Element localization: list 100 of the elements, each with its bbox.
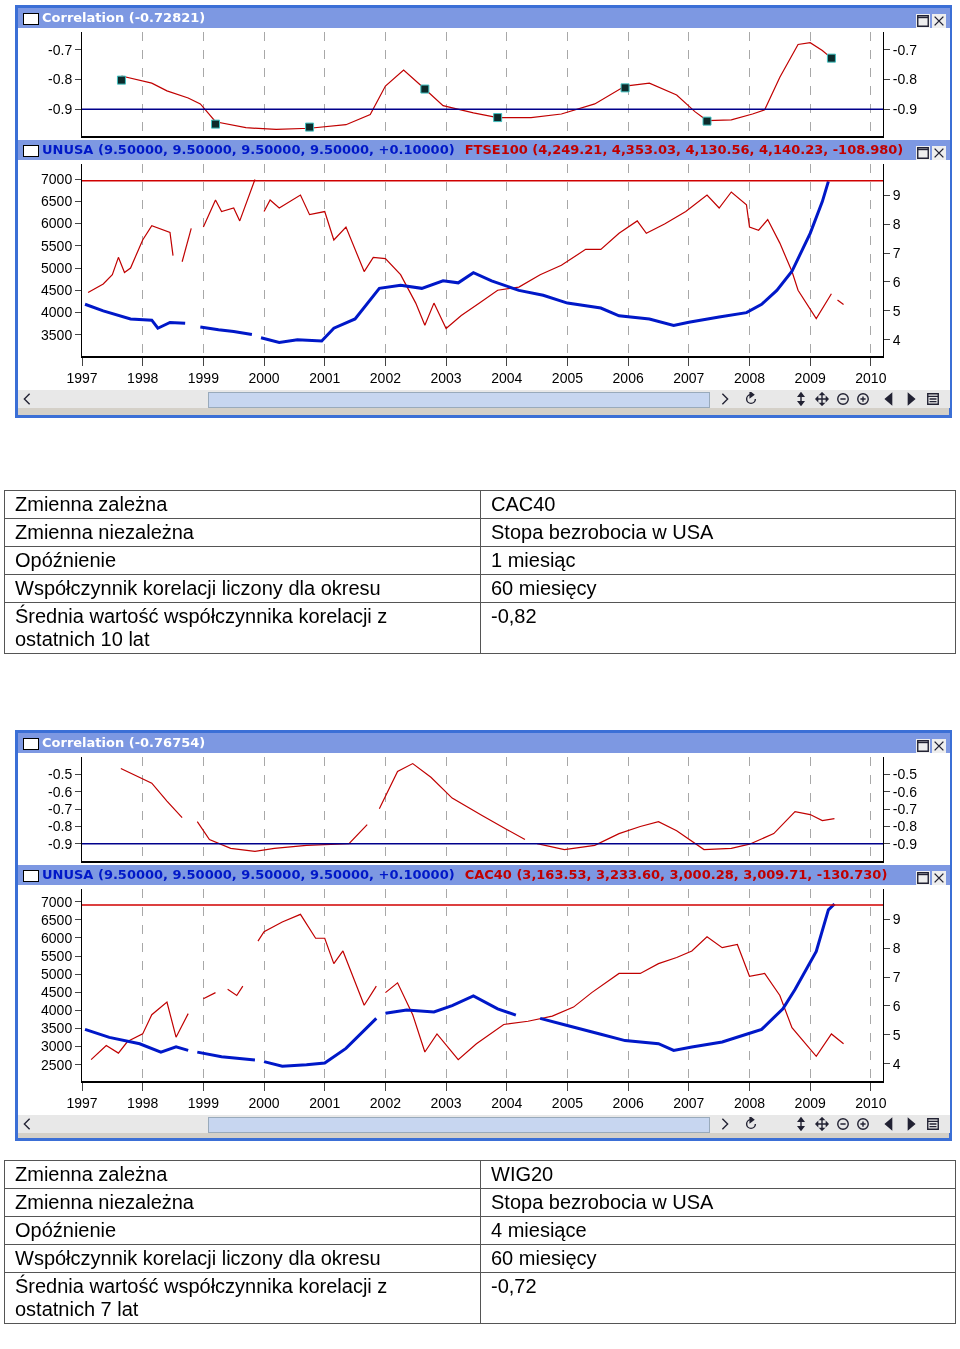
text: Współczynnik korelacji liczony dla okresu: [4, 574, 481, 603]
text: Zmienna niezależna: [4, 1188, 481, 1217]
y-tick-label: 4500: [41, 282, 73, 299]
x-tick-label: 2000: [248, 369, 280, 386]
point: [116, 75, 126, 85]
x-tick-label: 2007: [673, 369, 705, 386]
y-tick-label: 5000: [41, 259, 73, 276]
x-tick-label: 2002: [369, 1094, 402, 1111]
y2-tick-label: -0.9: [892, 835, 918, 852]
text: UNUSA (9.50000, 9.50000, 9.50000, 9.50000, +0.10000): [42, 142, 455, 157]
text: Zmienna zależna: [4, 1160, 481, 1189]
text: CAC40: [480, 490, 956, 519]
x-tick-label: 2007: [673, 1094, 705, 1111]
x-tick-label: 2009: [794, 1094, 826, 1111]
x-tick-label: 1997: [66, 1094, 98, 1111]
x-tick-label: 2006: [612, 1094, 644, 1111]
text: Zmienna zależna: [4, 490, 481, 519]
y2-tick-label: 7: [892, 968, 901, 985]
x-tick-label: 2003: [430, 1094, 462, 1111]
y2-tick-label: -0.9: [892, 101, 918, 118]
y-tick-label: 6000: [41, 215, 73, 232]
point: [620, 83, 630, 93]
text: -0,82: [480, 602, 956, 654]
y-tick-label: 4000: [41, 1002, 73, 1019]
x-tick-label: 2003: [430, 369, 462, 386]
text: UNUSA (9.50000, 9.50000, 9.50000, 9.50000, +0.10000): [42, 867, 455, 882]
y2-tick-label: 5: [892, 1026, 901, 1043]
y-tick-label: -0.7: [48, 41, 73, 58]
y-tick-label: 4000: [41, 304, 73, 321]
text: Średnia wartość współczynnika korelacji z ostatnich 7 lat: [4, 1272, 481, 1324]
text: Zmienna niezależna: [4, 518, 481, 547]
y2-tick-label: -0.7: [892, 800, 918, 817]
y-tick-label: 6000: [41, 929, 73, 946]
text: Opóźnienie: [4, 1216, 481, 1245]
y-tick-label: 3500: [41, 1020, 73, 1037]
x-tick-label: 2010: [855, 369, 887, 386]
chart-title: Correlation (-0.76754): [42, 735, 206, 750]
y2-tick-label: -0.8: [892, 71, 918, 88]
chart-title: Correlation (-0.72821): [42, 10, 206, 25]
x-tick-label: 2006: [612, 369, 644, 386]
y2-tick-label: 5: [892, 302, 901, 319]
y-tick-label: -0.8: [48, 71, 73, 88]
y2-tick-label: 9: [892, 187, 901, 204]
y-tick-label: 5500: [41, 947, 73, 964]
x-tick-label: 2004: [491, 369, 523, 386]
point: [420, 84, 430, 94]
y-tick-label: 7000: [41, 893, 73, 910]
y2-tick-label: -0.6: [892, 783, 918, 800]
x-tick-label: 2008: [733, 1094, 766, 1111]
x-tick-label: 2000: [248, 1094, 280, 1111]
text: 60 miesięcy: [480, 1244, 956, 1273]
x-tick-label: 1998: [127, 369, 159, 386]
x-tick-label: 2002: [369, 369, 402, 386]
x-tick-label: 2004: [491, 1094, 523, 1111]
y-tick-label: -0.9: [48, 835, 73, 852]
x-tick-label: 1999: [187, 1094, 220, 1111]
text: 60 miesięcy: [480, 574, 956, 603]
y2-tick-label: -0.8: [892, 818, 918, 835]
y2-tick-label: 6: [892, 997, 901, 1014]
text: CAC40 (3,163.53, 3,233.60, 3,000.28, 3,009.71, -130.730): [464, 867, 888, 882]
text: WIG20: [480, 1160, 956, 1189]
y-tick-label: 3000: [41, 1038, 73, 1055]
text: -0,72: [480, 1272, 956, 1324]
x-tick-label: 2005: [551, 1094, 584, 1111]
y-tick-label: -0.6: [48, 783, 73, 800]
x-tick-label: 1997: [66, 369, 98, 386]
y-tick-label: 5000: [41, 966, 73, 983]
y2-tick-label: 9: [892, 911, 901, 928]
y-tick-label: -0.7: [48, 800, 73, 817]
y-tick-label: 6500: [41, 911, 73, 928]
text: Średnia wartość współczynnika korelacji z ostatnich 10 lat: [4, 602, 481, 654]
y2-tick-label: 4: [892, 1055, 901, 1072]
point: [305, 122, 315, 132]
y-tick-label: 3500: [41, 326, 73, 343]
y2-tick-label: 7: [892, 244, 901, 261]
x-tick-label: 2009: [794, 369, 826, 386]
text: 1 miesiąc: [480, 546, 956, 575]
text: Współczynnik korelacji liczony dla okresu: [4, 1244, 481, 1273]
y-tick-label: 7000: [41, 171, 73, 188]
x-tick-label: 2001: [309, 369, 341, 386]
y-tick-label: 6500: [41, 193, 73, 210]
y-tick-label: 2500: [41, 1056, 73, 1073]
x-tick-label: 1999: [187, 369, 220, 386]
x-tick-label: 1998: [127, 1094, 159, 1111]
x-tick-label: 2001: [309, 1094, 341, 1111]
text: FTSE100 (4,249.21, 4,353.03, 4,130.56, 4,140.23, -108.980): [464, 142, 904, 157]
y2-tick-label: -0.5: [892, 766, 918, 783]
x-tick-label: 2010: [855, 1094, 887, 1111]
text: 4 miesiące: [480, 1216, 956, 1245]
x-tick-label: 2005: [551, 369, 584, 386]
text: Stopa bezrobocia w USA: [480, 1188, 956, 1217]
y2-tick-label: 8: [892, 216, 901, 233]
y2-tick-label: 4: [892, 331, 901, 348]
point: [826, 53, 836, 63]
point: [211, 119, 220, 129]
point: [702, 116, 712, 126]
y2-tick-label: 8: [892, 940, 901, 957]
y-tick-label: 4500: [41, 984, 73, 1001]
y-tick-label: -0.9: [48, 101, 73, 118]
y-tick-label: -0.8: [48, 818, 73, 835]
